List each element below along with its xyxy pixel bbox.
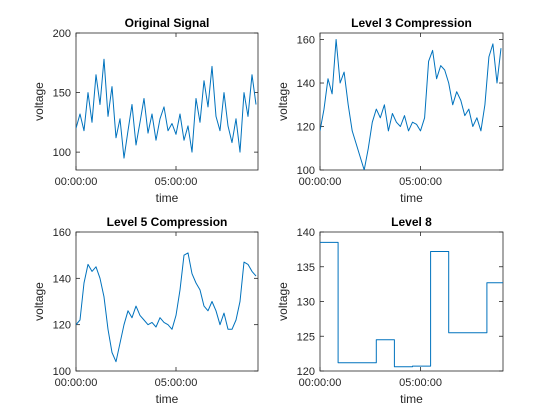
y-tick-label: 200 (53, 28, 71, 40)
chart-original-signal: Original Signal 100 150 200 00:00:00 05:00:00… (32, 16, 259, 205)
x-tick-label: 00:00:00 (299, 377, 342, 389)
x-axis-label: time (400, 392, 423, 406)
y-tick-label: 160 (53, 227, 71, 239)
y-tick-label: 125 (297, 331, 315, 343)
series-line (320, 39, 502, 170)
y-axis-label: voltage (276, 82, 290, 121)
chart-title: Level 5 Compression (107, 215, 228, 229)
y-tick-label: 160 (297, 35, 315, 47)
plot-area (75, 32, 259, 171)
y-tick-label: 120 (53, 320, 71, 332)
chart-level-3-compression: Level 3 Compression 100 120 140 160 00:00:00 0… (276, 16, 504, 205)
y-axis-label: voltage (32, 82, 46, 121)
y-tick-label: 140 (297, 78, 315, 90)
chart-level-8: Level 8 120 125 130 135 140 00:00:00 05:00:00 ti… (276, 215, 504, 406)
x-axis-label: time (156, 191, 179, 205)
y-tick-label: 135 (297, 262, 315, 274)
chart-title: Level 3 Compression (351, 16, 472, 30)
x-axis-label: time (156, 392, 179, 406)
chart-level-5-compression: Level 5 Compression 100 120 140 160 00:00:00 0… (32, 215, 259, 406)
y-axis-label: voltage (32, 282, 46, 321)
series-line (76, 58, 257, 159)
y-tick-label: 100 (53, 147, 71, 159)
x-tick-label: 05:00:00 (399, 176, 442, 188)
x-tick-label: 05:00:00 (155, 377, 198, 389)
plot-area (319, 32, 504, 171)
y-tick-label: 100 (53, 366, 71, 378)
series-line (76, 252, 257, 363)
y-tick-label: 120 (297, 366, 315, 378)
y-tick-label: 140 (297, 227, 315, 239)
y-tick-label: 130 (297, 297, 315, 309)
plot-area (75, 231, 259, 372)
x-tick-label: 05:00:00 (399, 377, 442, 389)
chart-title: Level 8 (391, 215, 432, 229)
x-tick-label: 00:00:00 (299, 176, 342, 188)
y-tick-label: 140 (53, 273, 71, 285)
x-tick-label: 00:00:00 (55, 377, 98, 389)
x-tick-label: 05:00:00 (155, 176, 198, 188)
y-tick-label: 100 (297, 165, 315, 177)
series-line (320, 241, 503, 368)
x-axis-label: time (400, 191, 423, 205)
plot-area (319, 231, 504, 372)
y-axis-label: voltage (276, 282, 290, 321)
chart-title: Original Signal (125, 16, 210, 30)
x-tick-label: 00:00:00 (55, 176, 98, 188)
y-tick-label: 120 (297, 122, 315, 134)
y-tick-label: 150 (53, 88, 71, 100)
